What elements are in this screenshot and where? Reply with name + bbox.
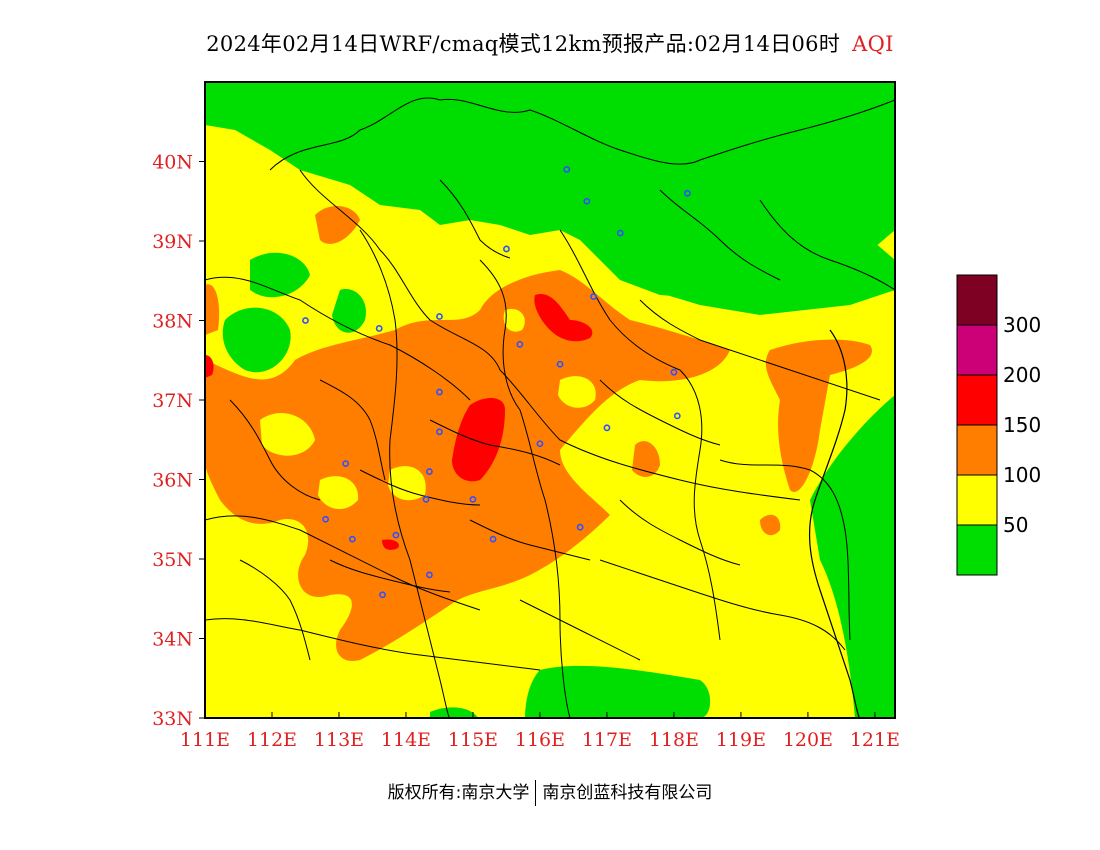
station-marker xyxy=(436,428,443,436)
aqi-band-unhealthy xyxy=(205,294,593,550)
station-marker xyxy=(302,317,309,324)
station-marker xyxy=(348,535,356,543)
y-tick-label: 34N xyxy=(152,629,193,651)
legend-swatch xyxy=(956,274,998,326)
legend-swatch xyxy=(956,474,998,526)
legend-swatch xyxy=(956,374,998,426)
station-marker xyxy=(590,293,597,301)
station-marker xyxy=(322,515,329,523)
copyright-footer: 版权所有:南京大学 南京创蓝科技有限公司 xyxy=(0,778,1100,806)
station-marker xyxy=(670,368,678,376)
map-plot-area xyxy=(205,82,895,718)
station-marker xyxy=(436,388,443,396)
legend-swatch xyxy=(956,524,998,576)
legend-label: 150 xyxy=(1003,413,1041,437)
chart-title: 2024年02月14日WRF/cmaq模式12km预报产品:02月14日06时 A… xyxy=(0,28,1100,58)
station-marker xyxy=(583,197,591,205)
legend-label: 50 xyxy=(1003,513,1028,537)
coastline xyxy=(808,329,861,718)
aqi-band-moderate-holes xyxy=(260,308,596,510)
station-marker xyxy=(469,495,477,503)
y-tick-label: 38N xyxy=(152,311,193,333)
x-tick-label: 114E xyxy=(381,729,431,751)
title-product: AQI xyxy=(852,32,894,56)
x-tick-label: 111E xyxy=(180,729,230,751)
station-marker xyxy=(426,468,433,475)
y-tick-label: 33N xyxy=(152,708,193,730)
station-marker xyxy=(379,591,386,599)
legend-swatch xyxy=(956,424,998,476)
station-marker xyxy=(392,531,400,539)
station-marker xyxy=(426,571,433,579)
y-tick-label: 36N xyxy=(152,470,193,492)
station-marker xyxy=(422,495,430,503)
station-marker xyxy=(536,440,544,448)
aqi-band-good xyxy=(205,82,895,718)
x-tick-label: 112E xyxy=(247,729,297,751)
y-tick-label: 40N xyxy=(152,152,193,174)
station-marker xyxy=(616,229,624,237)
legend-label: 300 xyxy=(1003,313,1041,337)
x-axis: 111E 112E 113E 114E 115E 116E 117E 118E 119E 120E… xyxy=(180,712,900,751)
station-marker xyxy=(436,313,443,320)
color-legend: 300 200 150 100 50 xyxy=(956,274,1041,576)
station-marker xyxy=(556,360,564,368)
station-marker xyxy=(603,424,611,432)
station-marker xyxy=(375,325,383,332)
station-marker xyxy=(342,460,350,467)
x-tick-label: 113E xyxy=(314,729,364,751)
boundary-lines xyxy=(205,97,895,718)
y-tick-label: 37N xyxy=(152,390,193,412)
x-tick-label: 120E xyxy=(783,729,833,751)
legend-swatch xyxy=(956,324,998,376)
station-marker xyxy=(683,189,691,197)
legend-label: 200 xyxy=(1003,363,1041,387)
x-tick-label: 118E xyxy=(649,729,699,751)
station-marker xyxy=(503,245,510,253)
station-marker xyxy=(489,535,497,543)
x-tick-label: 117E xyxy=(582,729,632,751)
x-tick-label: 116E xyxy=(515,729,565,751)
x-tick-label: 115E xyxy=(448,729,498,751)
station-marker xyxy=(563,166,571,173)
copyright-left: 版权所有:南京大学 xyxy=(387,783,530,803)
x-tick-label: 119E xyxy=(716,729,766,751)
station-marker xyxy=(673,412,681,420)
legend-label: 100 xyxy=(1003,463,1041,487)
copyright-separator xyxy=(535,780,537,806)
y-axis: 40N 39N 38N 37N 36N 35N 34N 33N xyxy=(152,152,205,730)
y-tick-label: 35N xyxy=(152,549,193,571)
x-tick-label: 121E xyxy=(850,729,900,751)
station-marker xyxy=(516,340,524,348)
title-main: 2024年02月14日WRF/cmaq模式12km预报产品:02月14日06时 xyxy=(206,32,841,56)
station-marker xyxy=(576,523,584,531)
station-markers xyxy=(302,166,691,599)
y-tick-label: 39N xyxy=(152,231,193,253)
copyright-right: 南京创蓝科技有限公司 xyxy=(542,783,713,803)
